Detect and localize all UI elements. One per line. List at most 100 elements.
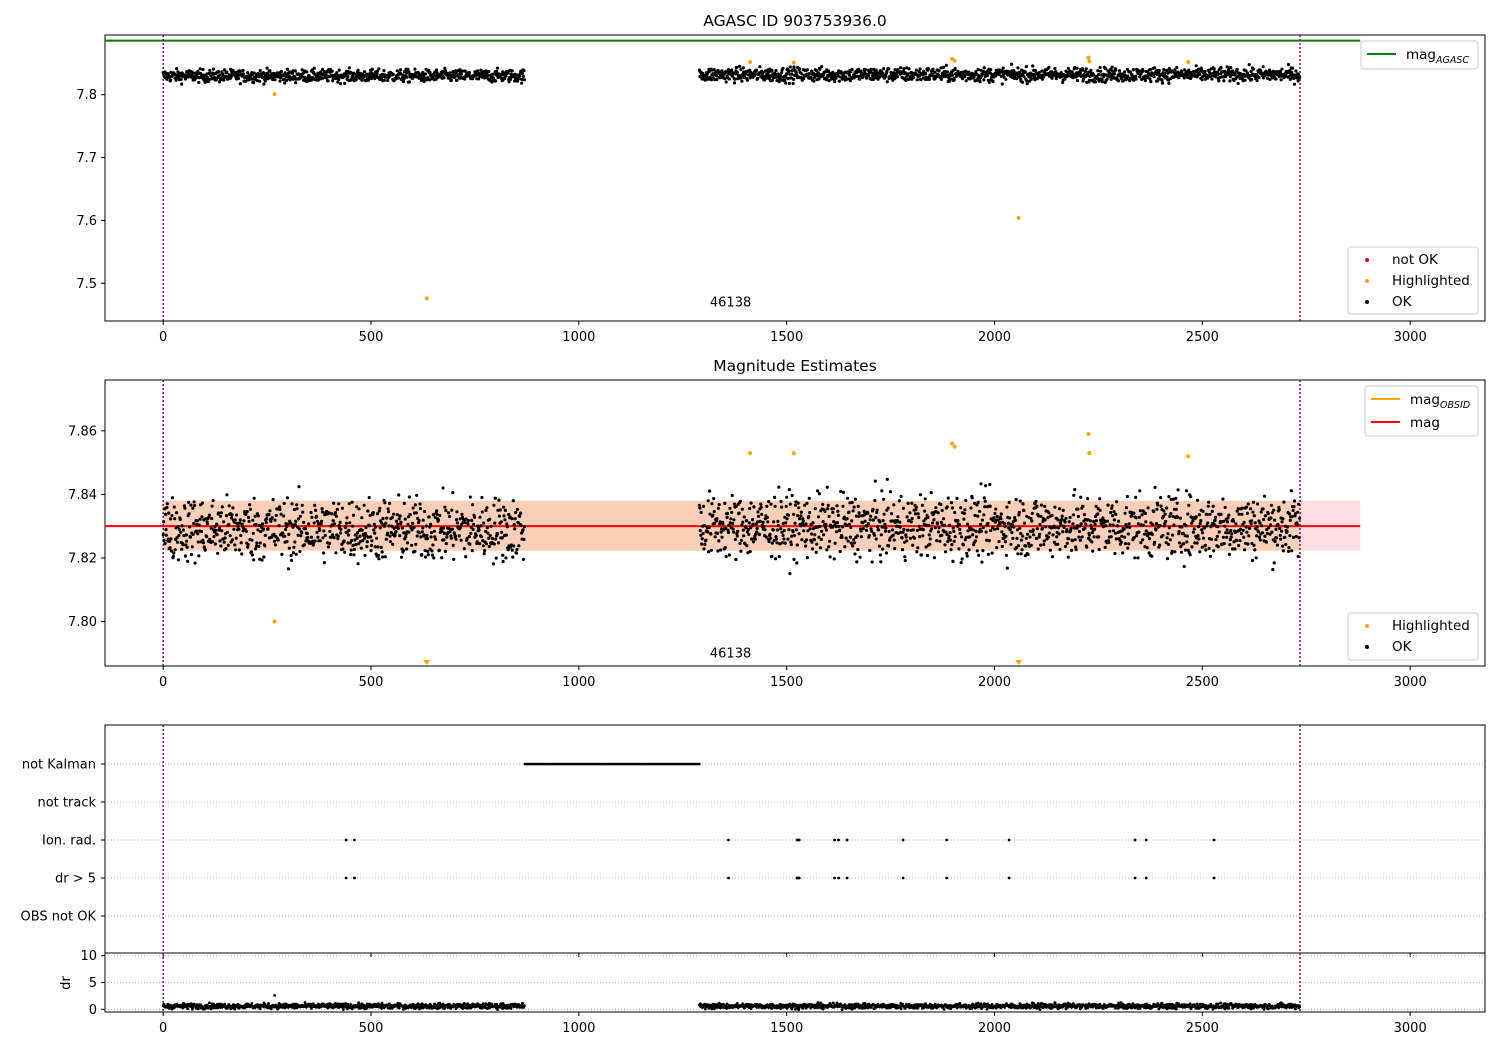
ok-point bbox=[1250, 519, 1254, 523]
ok-point bbox=[357, 507, 361, 511]
ok-point bbox=[792, 77, 796, 81]
ok-point bbox=[810, 547, 815, 551]
ok-point bbox=[1096, 69, 1100, 73]
flag-point bbox=[945, 876, 949, 880]
ok-point bbox=[510, 69, 514, 73]
ok-point bbox=[870, 74, 875, 78]
ok-point bbox=[996, 527, 1000, 531]
ok-point bbox=[799, 514, 803, 518]
ok-point bbox=[485, 506, 489, 510]
ok-point bbox=[218, 73, 222, 77]
ok-point bbox=[1021, 534, 1025, 538]
ok-point bbox=[1005, 505, 1009, 509]
ok-point bbox=[1239, 532, 1243, 536]
ok-point bbox=[225, 530, 229, 534]
ok-point bbox=[777, 485, 781, 489]
ok-point bbox=[879, 533, 883, 537]
ok-point bbox=[851, 509, 855, 513]
ok-point bbox=[242, 519, 246, 523]
ok-point bbox=[167, 511, 171, 515]
ok-point bbox=[799, 510, 804, 514]
ok-point bbox=[500, 536, 504, 540]
flag-label: dr > 5 bbox=[55, 872, 96, 887]
ok-point bbox=[1109, 535, 1113, 539]
ok-point bbox=[880, 489, 884, 493]
ok-point bbox=[386, 531, 390, 535]
ok-point bbox=[999, 74, 1003, 78]
y-tick-label: 10 bbox=[80, 949, 97, 964]
ok-point bbox=[866, 511, 870, 515]
ok-point bbox=[1274, 527, 1278, 532]
ok-point bbox=[1251, 67, 1255, 71]
ok-point bbox=[408, 513, 412, 517]
ok-point bbox=[701, 531, 705, 536]
ok-point bbox=[285, 496, 289, 500]
ok-point bbox=[494, 537, 498, 541]
ok-point bbox=[477, 528, 481, 532]
ok-point bbox=[1076, 514, 1080, 519]
ok-point bbox=[238, 518, 242, 522]
y-tick-label: 7.8 bbox=[76, 88, 97, 103]
ok-point bbox=[284, 78, 289, 82]
ok-point bbox=[164, 533, 168, 537]
ok-point bbox=[323, 533, 327, 538]
ok-point bbox=[1137, 530, 1141, 534]
ok-point bbox=[320, 510, 325, 514]
ok-point bbox=[227, 522, 231, 527]
ok-point bbox=[1016, 66, 1020, 70]
ok-point bbox=[423, 72, 428, 76]
ok-point bbox=[1247, 534, 1251, 538]
ok-point bbox=[522, 78, 527, 82]
ok-point bbox=[982, 78, 986, 82]
ok-point bbox=[430, 549, 434, 553]
ok-point bbox=[739, 549, 743, 553]
x-tick-label: 0 bbox=[159, 330, 167, 345]
ok-point bbox=[1127, 522, 1131, 526]
ok-point bbox=[1287, 546, 1291, 550]
ok-point bbox=[455, 78, 459, 82]
ok-point bbox=[258, 69, 262, 73]
ok-point bbox=[706, 77, 710, 81]
ok-point bbox=[726, 530, 731, 535]
ok-point bbox=[1104, 524, 1108, 528]
ok-point bbox=[1047, 531, 1051, 535]
ok-point bbox=[1268, 523, 1273, 527]
ok-point bbox=[203, 548, 207, 552]
ok-point bbox=[963, 75, 967, 79]
ok-point bbox=[1051, 533, 1055, 537]
ok-point bbox=[165, 77, 169, 81]
ok-point bbox=[1010, 531, 1014, 535]
ok-point bbox=[850, 67, 854, 72]
ok-point bbox=[487, 536, 491, 541]
ok-point bbox=[1071, 522, 1075, 526]
ok-point bbox=[765, 515, 769, 520]
ok-point bbox=[739, 538, 744, 542]
ok-point bbox=[804, 544, 808, 548]
ok-point bbox=[768, 536, 773, 540]
ok-point bbox=[1086, 497, 1090, 501]
ok-point bbox=[1013, 516, 1017, 520]
ok-point bbox=[455, 510, 459, 514]
ok-point bbox=[289, 553, 293, 558]
ok-point bbox=[984, 530, 988, 534]
ok-point bbox=[724, 554, 728, 559]
ok-point bbox=[898, 520, 902, 524]
ok-point bbox=[1162, 68, 1166, 72]
ok-point bbox=[856, 504, 860, 508]
ok-point bbox=[1040, 69, 1044, 73]
ok-point bbox=[983, 499, 987, 503]
ok-point bbox=[807, 514, 811, 519]
ok-point bbox=[1077, 535, 1081, 539]
ok-point bbox=[427, 515, 431, 519]
ok-point bbox=[452, 557, 456, 561]
ok-point bbox=[1255, 534, 1259, 538]
ok-point bbox=[1286, 525, 1290, 529]
ok-point bbox=[823, 525, 828, 529]
ok-point bbox=[1243, 548, 1247, 552]
ok-point bbox=[207, 71, 211, 76]
ok-point bbox=[1113, 531, 1117, 535]
ok-point bbox=[400, 526, 404, 530]
ok-point bbox=[467, 70, 471, 75]
ok-point bbox=[1265, 531, 1269, 536]
